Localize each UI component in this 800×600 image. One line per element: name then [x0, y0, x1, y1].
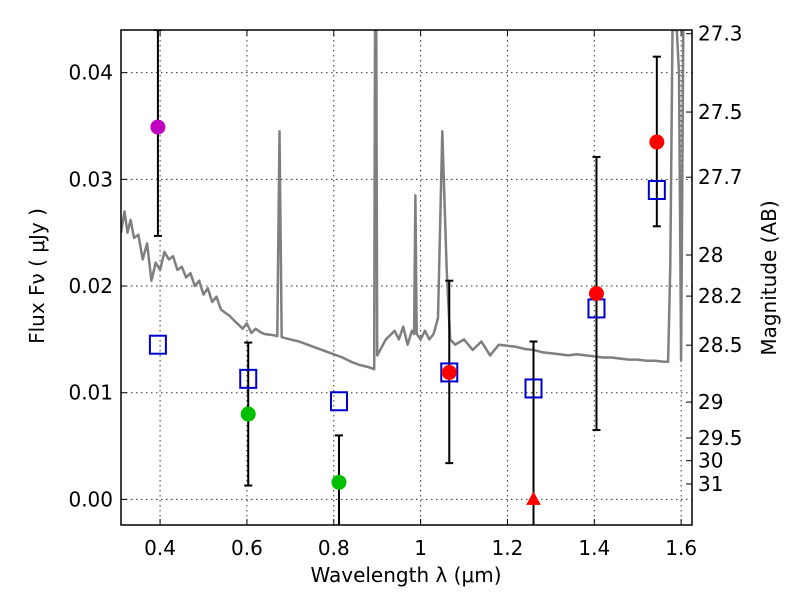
- observed-point: [150, 119, 166, 135]
- observed-point: [441, 364, 457, 380]
- x-tick-label: 1.6: [665, 536, 697, 560]
- mag-tick-label: 28.5: [698, 333, 743, 357]
- y2-axis-title: Magnitude (AB): [757, 200, 781, 355]
- y-tick-label: 0.04: [68, 61, 113, 85]
- x-tick-label: 1.2: [492, 536, 524, 560]
- mag-tick-label: 27.7: [698, 165, 743, 189]
- marks-layer: [148, 30, 666, 525]
- mag-tick-label: 31: [698, 472, 723, 496]
- upper-limit-triangle: [526, 491, 541, 505]
- y-axis-title: Flux Fν ( μJy ): [25, 208, 49, 344]
- observed-point: [649, 134, 665, 150]
- mag-tick-label: 27.3: [698, 22, 743, 46]
- model-photometry-square: [524, 378, 543, 399]
- model-photometry-square: [329, 391, 348, 412]
- observed-point: [331, 474, 347, 490]
- mag-tick-label: 29: [698, 390, 723, 414]
- observed-point: [588, 286, 604, 302]
- model-spectrum-layer: [121, 30, 685, 371]
- model-photometry-square: [239, 368, 258, 389]
- y-tick-label: 0.00: [68, 487, 113, 511]
- x-axis-title: Wavelength λ (μm): [310, 563, 501, 587]
- model-photometry-square: [440, 362, 459, 383]
- observed-point: [240, 406, 256, 422]
- mag-tick-label: 29.5: [698, 426, 743, 450]
- axis-ticks: 0.4 0.6 0.8 1 1.2 1.4 1.6 0.00 0.01 0.02 0.03 0.04 2…: [68, 22, 742, 560]
- model-photometry-square: [148, 334, 167, 355]
- mag-tick-label: 27.5: [698, 100, 743, 124]
- x-tick-label: 0.6: [231, 536, 263, 560]
- model-spectrum-line: [121, 30, 685, 371]
- y-tick-label: 0.01: [68, 381, 113, 405]
- y-tick-label: 0.02: [68, 274, 113, 298]
- model-photometry-square: [647, 180, 666, 201]
- x-tick-label: 0.8: [318, 536, 350, 560]
- mag-tick-label: 28: [698, 243, 723, 267]
- y-tick-label: 0.03: [68, 167, 113, 191]
- plot-frame: [120, 29, 693, 526]
- x-tick-label: 1: [414, 536, 427, 560]
- x-tick-label: 0.4: [144, 536, 176, 560]
- mag-tick-label: 28.2: [698, 284, 743, 308]
- grid: [121, 30, 692, 525]
- x-tick-label: 1.4: [578, 536, 610, 560]
- mag-tick-label: 30: [698, 449, 723, 473]
